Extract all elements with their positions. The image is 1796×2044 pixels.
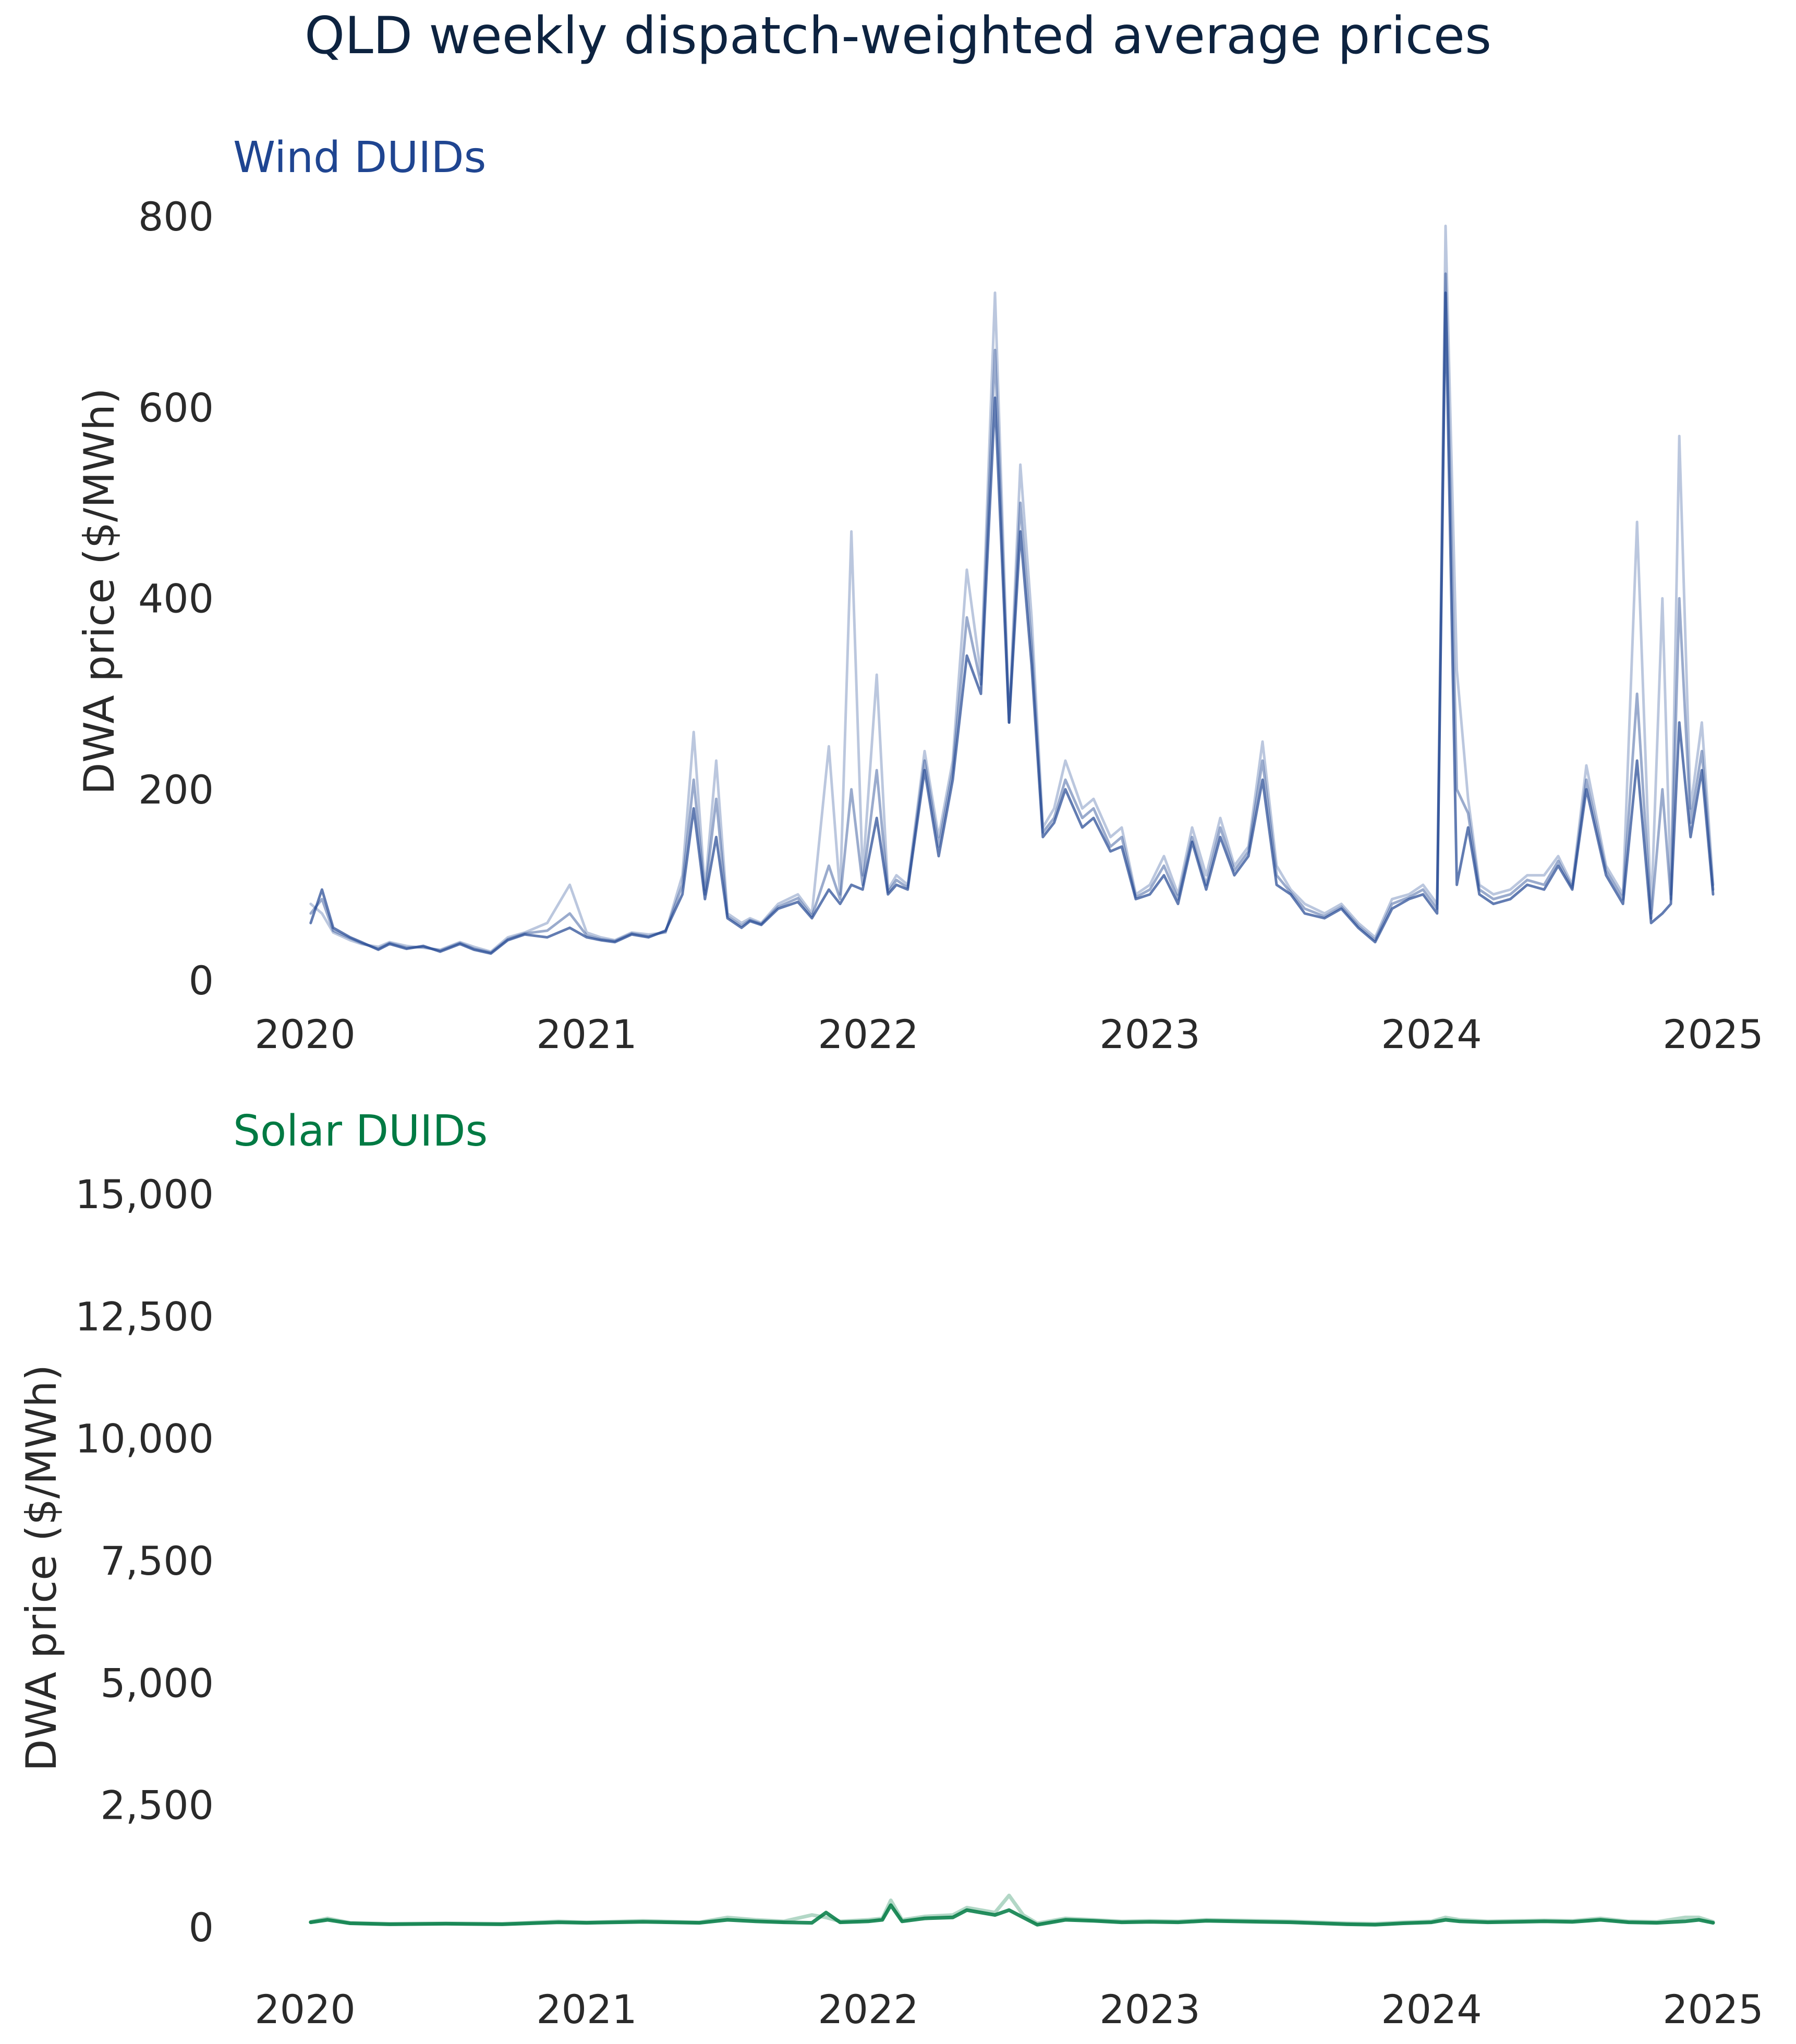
solar-x-tick-label: 2022 bbox=[818, 1986, 918, 2033]
solar-y-tick-label: 15,000 bbox=[75, 1171, 214, 1218]
wind-y-axis-label: DWA price ($/MWh) bbox=[75, 388, 124, 795]
solar-series-line-1 bbox=[309, 1903, 1715, 1927]
solar-x-tick-label: 2020 bbox=[254, 1986, 355, 2033]
wind-series-line-3 bbox=[309, 272, 1715, 954]
wind-y-tick-label: 0 bbox=[189, 957, 214, 1004]
solar-x-tick-label: 2023 bbox=[1099, 1986, 1200, 2033]
solar-y-ticks: 0 2,500 5,000 7,500 10,000 12,500 15,000 bbox=[75, 1171, 214, 1951]
solar-y-tick-label: 12,500 bbox=[75, 1293, 214, 1340]
wind-series-lines bbox=[309, 224, 1715, 955]
wind-series-line-1 bbox=[309, 291, 1715, 955]
solar-x-tick-label: 2025 bbox=[1662, 1986, 1763, 2033]
wind-series-line-2 bbox=[309, 224, 1715, 953]
chart-title: QLD weekly dispatch-weighted average pri… bbox=[305, 6, 1491, 66]
wind-x-tick-label: 2023 bbox=[1099, 1011, 1200, 1057]
solar-x-ticks: 2020 2021 2022 2023 2024 2025 bbox=[254, 1986, 1763, 2033]
solar-series-line-2 bbox=[309, 1893, 1715, 1926]
solar-panel: Solar DUIDs DWA price ($/MWh) 0 2,500 5,00… bbox=[17, 1106, 1764, 2033]
solar-x-tick-label: 2021 bbox=[536, 1986, 637, 2033]
wind-x-tick-label: 2022 bbox=[818, 1011, 918, 1057]
solar-x-tick-label: 2024 bbox=[1381, 1986, 1482, 2033]
solar-y-tick-label: 7,500 bbox=[100, 1538, 214, 1584]
wind-panel-title: Wind DUIDs bbox=[233, 133, 486, 182]
solar-y-tick-label: 0 bbox=[189, 1904, 214, 1951]
wind-y-tick-label: 600 bbox=[138, 384, 214, 431]
solar-y-tick-label: 5,000 bbox=[100, 1660, 214, 1706]
wind-y-tick-label: 800 bbox=[138, 193, 214, 240]
wind-x-tick-label: 2025 bbox=[1662, 1011, 1763, 1057]
wind-x-tick-label: 2024 bbox=[1381, 1011, 1482, 1057]
solar-y-tick-label: 2,500 bbox=[100, 1782, 214, 1829]
solar-y-tick-label: 10,000 bbox=[75, 1416, 214, 1462]
solar-panel-title: Solar DUIDs bbox=[233, 1106, 488, 1156]
solar-y-axis-label: DWA price ($/MWh) bbox=[17, 1365, 66, 1771]
wind-y-tick-label: 400 bbox=[138, 576, 214, 622]
solar-series-lines bbox=[309, 1893, 1715, 1927]
wind-x-tick-label: 2020 bbox=[254, 1011, 355, 1057]
wind-x-ticks: 2020 2021 2022 2023 2024 2025 bbox=[254, 1011, 1763, 1057]
wind-y-ticks: 0 200 400 600 800 bbox=[138, 193, 214, 1004]
wind-y-tick-label: 200 bbox=[138, 766, 214, 813]
wind-x-tick-label: 2021 bbox=[536, 1011, 637, 1057]
wind-panel: Wind DUIDs DWA price ($/MWh) 0 200 400 600 8… bbox=[75, 133, 1764, 1057]
